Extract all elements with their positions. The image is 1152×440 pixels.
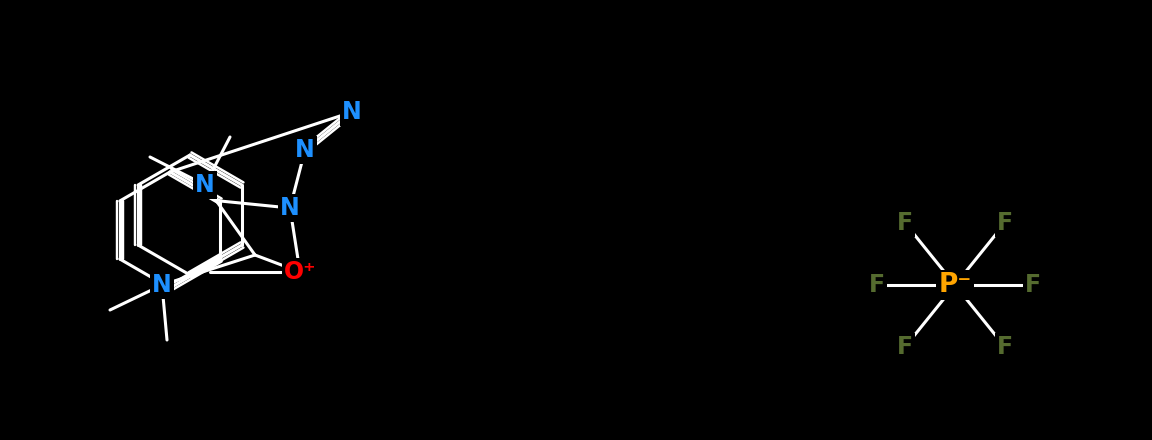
Text: F: F <box>996 335 1013 359</box>
Text: N: N <box>295 138 314 162</box>
Text: F: F <box>869 273 885 297</box>
Text: N: N <box>280 196 300 220</box>
Text: F: F <box>1025 273 1041 297</box>
Text: N: N <box>342 100 362 124</box>
Text: N: N <box>152 273 172 297</box>
Text: P⁻: P⁻ <box>939 272 971 298</box>
Text: F: F <box>996 211 1013 235</box>
Text: F: F <box>897 335 914 359</box>
Text: O⁺: O⁺ <box>283 260 317 284</box>
Text: F: F <box>897 211 914 235</box>
Text: N: N <box>195 173 215 197</box>
